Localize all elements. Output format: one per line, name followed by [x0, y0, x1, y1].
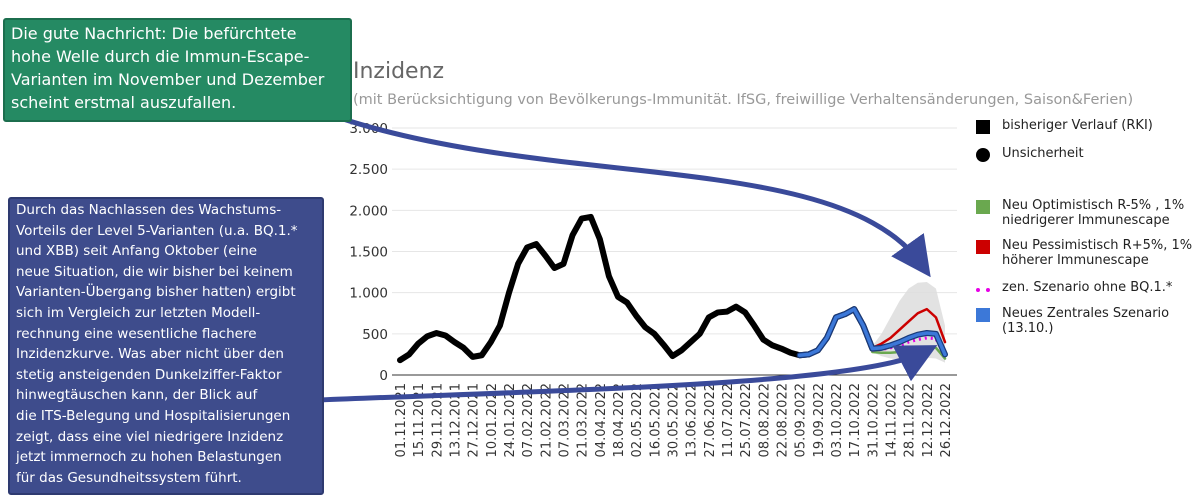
annotation: Durch das Nachlassen des Wachstums- Vorte…: [8, 197, 324, 495]
legend-label: Neues Zentrales Szenario (13.10.): [1002, 306, 1170, 336]
annotation-line: hinwegtäuschen kann, der Blick auf: [16, 387, 258, 404]
annotation-line: Varianten im November und Dezember: [11, 70, 325, 89]
x-tick-label: 25.07.2022: [739, 383, 754, 457]
x-tick-label: 08.08.2022: [757, 383, 772, 457]
x-tick-label: 31.10.2022: [866, 383, 881, 457]
legend-swatch: [976, 200, 990, 214]
x-tick-label: 13.06.2022: [685, 383, 700, 457]
x-tick-label: 27.12.2021: [467, 383, 482, 457]
annotation-line: jetzt immernoch zu hohen Belastungen: [16, 449, 282, 466]
legend-label: Neu Optimistisch R-5% , 1% niedrigerer I…: [1002, 198, 1185, 228]
x-tick-label: 12.12.2022: [921, 383, 936, 457]
annotation-line: hohe Welle durch die Immun-Escape-: [11, 47, 310, 66]
x-tick-label: 13.12.2021: [449, 383, 464, 457]
x-tick-label: 21.03.2022: [576, 383, 591, 457]
x-tick-label: 07.03.2022: [558, 383, 573, 457]
annotation-line: neue Situation, die wir bisher bei keine…: [16, 263, 293, 280]
annotation-line: Die gute Nachricht: Die befürchtete: [11, 24, 297, 43]
x-tick-label: 07.02.2022: [521, 383, 536, 457]
x-tick-label: 18.04.2022: [612, 383, 627, 457]
y-tick-label: 2.500: [349, 162, 388, 178]
x-tick-label: 17.10.2022: [848, 383, 863, 457]
annotation-line: Inzidenzkurve. Was aber nicht über den: [16, 346, 284, 363]
annotation-line: stetig ansteigenden Dunkelziffer-Faktor: [16, 366, 282, 383]
legend-label: Neu Pessimistisch R+5%, 1% höherer Immun…: [1002, 238, 1193, 268]
legend-swatch: [976, 120, 990, 134]
annotation-line: sich im Vergleich zur letzten Modell-: [16, 304, 261, 321]
y-tick-label: 500: [362, 327, 388, 343]
line: [797, 307, 947, 357]
annotation-line: Durch das Nachlassen des Wachstums-: [16, 202, 282, 218]
legend-swatch: [976, 240, 990, 254]
y-tick-label: 1.000: [349, 286, 388, 302]
arrow: [339, 115, 931, 278]
arrow: [319, 345, 938, 403]
legend-swatch: [976, 308, 990, 322]
line: [871, 307, 947, 350]
x-tick-label: 16.05.2022: [648, 383, 663, 457]
legend-label: Unsicherheit: [1002, 146, 1084, 161]
legend-label: zen. Szenario ohne BQ.1.*: [1002, 280, 1173, 295]
x-tick-label: 22.08.2022: [776, 383, 791, 457]
annotation-line: Varianten-Übergang bisher hatten) ergibt: [16, 284, 296, 301]
annotation-line: für das Gesundheitssystem führt.: [16, 469, 242, 486]
x-tick-label: 04.04.2022: [594, 383, 609, 457]
legend-swatch: [976, 148, 990, 162]
x-tick-label: 21.02.2022: [539, 383, 554, 457]
x-tick-label: 02.05.2022: [630, 383, 645, 457]
annotation-line: scheint erstmal auszufallen.: [11, 93, 237, 112]
x-tick-label: 01.11.2021: [394, 383, 409, 457]
annotation-line: rechnung eine wesentliche flachere: [16, 325, 257, 342]
annotation-line: und XBB) seit Anfang Oktober (eine: [16, 243, 258, 260]
x-tick-label: 11.07.2022: [721, 383, 736, 457]
line: [397, 213, 876, 364]
y-tick-label: 0: [379, 368, 388, 384]
chart-subtitle: (mit Berücksichtigung von Bevölkerungs-I…: [353, 92, 1133, 108]
annotation-line: die ITS-Belegung und Hospitalisierungen: [16, 407, 291, 424]
x-tick-label: 30.05.2022: [667, 383, 682, 457]
x-tick-label: 10.01.2022: [485, 383, 500, 457]
chart-title: Inzidenz: [353, 59, 444, 84]
y-tick-label: 1.500: [349, 245, 388, 261]
annotation-line: zeigt, dass eine viel niedrigere Inziden…: [16, 428, 284, 445]
legend-label: bisheriger Verlauf (RKI): [1002, 118, 1153, 133]
x-tick-label: 03.10.2022: [830, 383, 845, 457]
annotation: Die gute Nachricht: Die befürchtete hohe …: [3, 18, 352, 122]
x-tick-label: 05.09.2022: [794, 383, 809, 457]
x-tick-label: 24.01.2022: [503, 383, 518, 457]
legend-swatch: [976, 288, 990, 292]
y-tick-label: 2.000: [349, 203, 388, 219]
x-tick-label: 27.06.2022: [703, 383, 718, 457]
x-tick-label: 26.12.2022: [939, 383, 954, 457]
annotation-line: Vorteils der Level 5-Varianten (u.a. BQ.…: [16, 222, 298, 239]
x-tick-label: 29.11.2021: [430, 383, 445, 457]
x-tick-label: 28.11.2022: [903, 383, 918, 457]
x-tick-label: 15.11.2021: [412, 383, 427, 457]
x-tick-label: 14.11.2022: [885, 383, 900, 457]
x-tick-label: 19.09.2022: [812, 383, 827, 457]
